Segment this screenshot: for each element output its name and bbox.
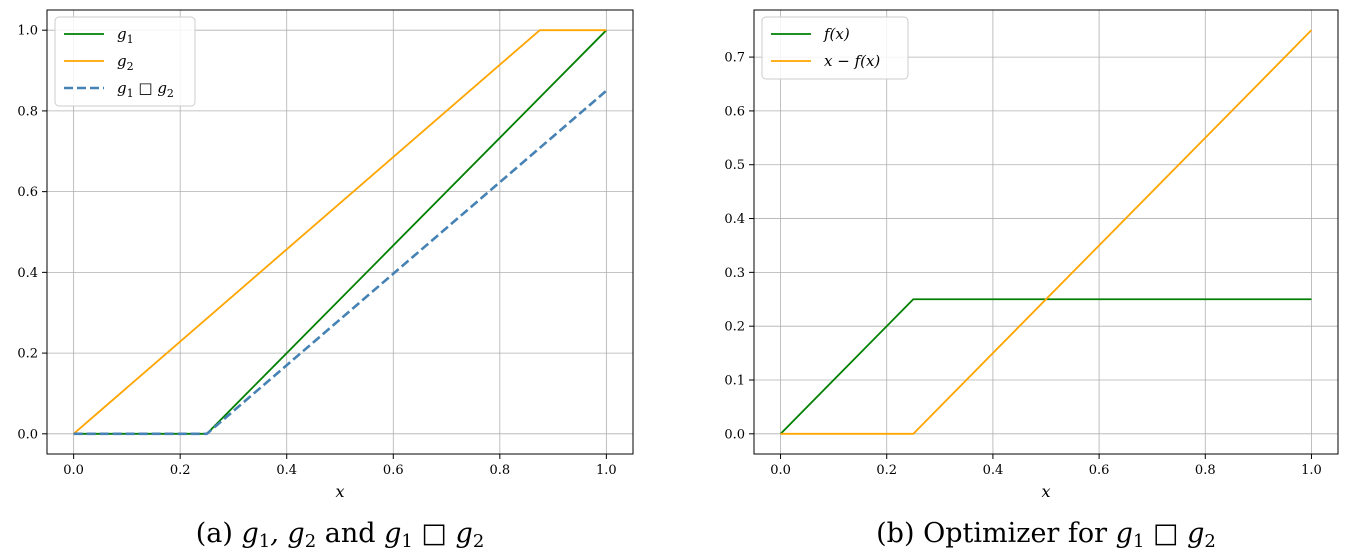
panel-a-legend-label-0: g1 <box>117 25 134 46</box>
panel-b-series <box>779 29 1313 435</box>
caption-a-sub3: 1 <box>401 531 412 552</box>
panel-b-legend: f(x) x − f(x) <box>761 16 909 80</box>
caption-b-box: □ <box>1144 518 1187 549</box>
panel-b-ytick-label-7: 0.7 <box>724 51 745 66</box>
panel-b-ytick-label-6: 0.6 <box>724 104 745 119</box>
panel-a-ytick-label-0: 0.0 <box>17 427 38 442</box>
caption-a-g3: g <box>384 518 401 549</box>
caption-b-prefix: (b) Optimizer for <box>876 518 1116 549</box>
panel-a-ytick-label-3: 0.6 <box>17 185 38 200</box>
panel-b-chart: 0.0 0.2 0.4 0.6 0.8 1.0 0.0 0.1 0.2 0.3 0.4 0.5 0.6 0… <box>724 9 1339 501</box>
caption-a-box: □ <box>413 518 456 549</box>
panel-b-caption: (b) Optimizer for g1 □ g2 <box>876 518 1216 552</box>
panel-a-series-2-line <box>73 89 608 436</box>
panel-a-chart: 0.0 0.2 0.4 0.6 0.8 1.0 0.0 0.2 0.4 0.6 0.8 1.0 x g… <box>17 9 634 501</box>
panel-a-xtick-label-2: 0.4 <box>276 463 297 478</box>
panel-a-ytick-label-4: 0.8 <box>17 104 38 119</box>
panel-a-legend-label-2: g1 □ g2 <box>117 79 174 100</box>
caption-a-prefix: (a) <box>196 518 242 549</box>
caption-a-sub2: 2 <box>305 531 316 552</box>
panel-a-ytick-label-1: 0.2 <box>17 347 38 362</box>
caption-a-sub1: 1 <box>259 531 270 552</box>
caption-b-g1: g <box>1116 518 1133 549</box>
panel-b-grid <box>754 10 1338 454</box>
panel-b-ytick-label-4: 0.4 <box>724 212 745 227</box>
panel-b-series-0-line <box>779 298 1312 435</box>
caption-a-g1: g <box>241 518 258 549</box>
caption-a-g2: , g <box>270 518 304 549</box>
panel-b-ticks: 0.0 0.2 0.4 0.6 0.8 1.0 0.0 0.1 0.2 0.3 0.4 0.5 0.6 0… <box>724 51 1321 478</box>
panel-a-xtick-label-4: 0.8 <box>489 463 510 478</box>
panel-b-legend-label-1: x − f(x) <box>824 52 880 70</box>
panel-a-caption: (a) g1, g2 and g1 □ g2 <box>196 518 485 552</box>
panel-b-xtick-label-4: 0.8 <box>1195 463 1216 478</box>
panel-b-xlabel: x <box>1041 482 1050 501</box>
panel-b-xtick-label-3: 0.6 <box>1089 463 1110 478</box>
panel-a-legend-label-1: g2 <box>117 52 134 73</box>
panel-a-xlabel: x <box>335 482 344 501</box>
panel-b-ytick-label-0: 0.0 <box>724 427 745 442</box>
panel-a-ytick-label-2: 0.4 <box>17 266 38 281</box>
panel-a-legend-box <box>54 16 196 107</box>
caption-b-sub2: 2 <box>1204 531 1215 552</box>
panel-a-xtick-label-5: 1.0 <box>596 463 617 478</box>
panel-a-plot-frame <box>46 9 634 455</box>
panel-b-ytick-label-1: 0.1 <box>724 374 745 389</box>
panel-a-legend: g1 g2 g1 □ g2 <box>54 16 196 107</box>
panel-b-xtick-label-0: 0.0 <box>770 463 791 478</box>
panel-b-legend-label-0: f(x) <box>823 25 850 43</box>
caption-b-g2: g <box>1187 518 1204 549</box>
caption-b-sub1: 1 <box>1133 531 1144 552</box>
panel-a-ytick-label-5: 1.0 <box>17 24 38 39</box>
panel-b-xtick-label-2: 0.4 <box>983 463 1004 478</box>
panel-a-xtick-label-3: 0.6 <box>383 463 404 478</box>
panel-b-legend-box <box>761 16 909 80</box>
panel-b-plot-frame <box>753 9 1339 455</box>
panel-b-ytick-label-2: 0.2 <box>724 320 745 335</box>
panel-b-xtick-label-5: 1.0 <box>1301 463 1322 478</box>
panel-b-ytick-label-3: 0.3 <box>724 266 745 281</box>
caption-a-g4: g <box>456 518 473 549</box>
panel-a-ticks: 0.0 0.2 0.4 0.6 0.8 1.0 0.0 0.2 0.4 0.6 0.8 1.0 <box>17 24 616 478</box>
panel-b-ytick-label-5: 0.5 <box>724 158 745 173</box>
panel-a-xtick-label-0: 0.0 <box>63 463 84 478</box>
caption-a-sub4: 2 <box>473 531 484 552</box>
caption-a-and: and <box>316 518 384 549</box>
panel-a-series <box>73 29 608 436</box>
panel-b-xtick-label-1: 0.2 <box>876 463 897 478</box>
panel-b-series-1-line <box>780 29 1313 435</box>
panel-a-series-1-line <box>73 29 607 435</box>
panel-a-xtick-label-1: 0.2 <box>170 463 191 478</box>
